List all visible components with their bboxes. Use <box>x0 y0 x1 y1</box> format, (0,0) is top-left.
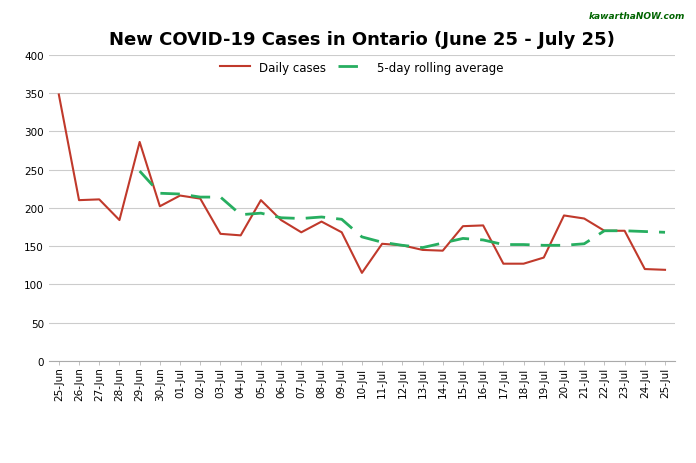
5-day rolling average <box>237 213 245 218</box>
5-day rolling average <box>479 238 487 243</box>
5-day rolling average <box>156 191 164 197</box>
5-day rolling average <box>358 235 366 240</box>
Daily cases <box>116 218 124 223</box>
Daily cases <box>398 243 406 249</box>
Daily cases <box>620 228 628 234</box>
Daily cases <box>438 248 447 254</box>
5-day rolling average <box>640 229 649 235</box>
Daily cases <box>216 232 225 237</box>
5-day rolling average <box>378 240 386 245</box>
5-day rolling average <box>580 242 588 247</box>
Daily cases <box>156 204 164 210</box>
Daily cases <box>317 219 326 225</box>
5-day rolling average <box>136 169 144 175</box>
5-day rolling average <box>620 228 628 234</box>
Daily cases <box>459 224 467 230</box>
Daily cases <box>95 197 104 203</box>
5-day rolling average <box>216 195 225 200</box>
Daily cases <box>560 213 568 219</box>
5-day rolling average <box>519 242 528 248</box>
5-day rolling average <box>438 241 447 246</box>
Daily cases <box>237 233 245 238</box>
5-day rolling average <box>418 245 427 251</box>
Daily cases <box>600 228 608 234</box>
Daily cases <box>358 270 366 276</box>
Line: 5-day rolling average: 5-day rolling average <box>140 172 665 248</box>
5-day rolling average <box>277 215 285 221</box>
5-day rolling average <box>600 228 608 234</box>
Daily cases <box>499 261 507 267</box>
5-day rolling average <box>297 216 306 222</box>
Title: New COVID-19 Cases in Ontario (June 25 - July 25): New COVID-19 Cases in Ontario (June 25 -… <box>109 31 615 49</box>
Daily cases <box>338 230 346 236</box>
Text: kawarthaNOW.com: kawarthaNOW.com <box>590 12 686 20</box>
Daily cases <box>136 140 144 145</box>
Daily cases <box>75 198 84 204</box>
Daily cases <box>257 198 265 204</box>
Daily cases <box>277 218 285 223</box>
5-day rolling average <box>196 195 205 200</box>
Daily cases <box>580 216 588 222</box>
5-day rolling average <box>398 243 406 249</box>
5-day rolling average <box>257 211 265 217</box>
Daily cases <box>196 196 205 202</box>
5-day rolling average <box>499 242 507 248</box>
Daily cases <box>176 194 184 199</box>
Daily cases <box>661 268 669 273</box>
Daily cases <box>539 255 548 261</box>
5-day rolling average <box>539 243 548 249</box>
Daily cases <box>418 248 427 253</box>
5-day rolling average <box>560 243 568 249</box>
Daily cases <box>55 93 63 98</box>
Legend: Daily cases, 5-day rolling average: Daily cases, 5-day rolling average <box>221 62 503 75</box>
5-day rolling average <box>176 192 184 197</box>
5-day rolling average <box>459 236 467 242</box>
Daily cases <box>519 261 528 267</box>
5-day rolling average <box>317 215 326 220</box>
Daily cases <box>378 242 386 247</box>
Daily cases <box>479 223 487 229</box>
Daily cases <box>297 230 306 236</box>
5-day rolling average <box>661 230 669 236</box>
Line: Daily cases: Daily cases <box>59 95 665 273</box>
5-day rolling average <box>338 217 346 223</box>
Daily cases <box>640 267 649 272</box>
